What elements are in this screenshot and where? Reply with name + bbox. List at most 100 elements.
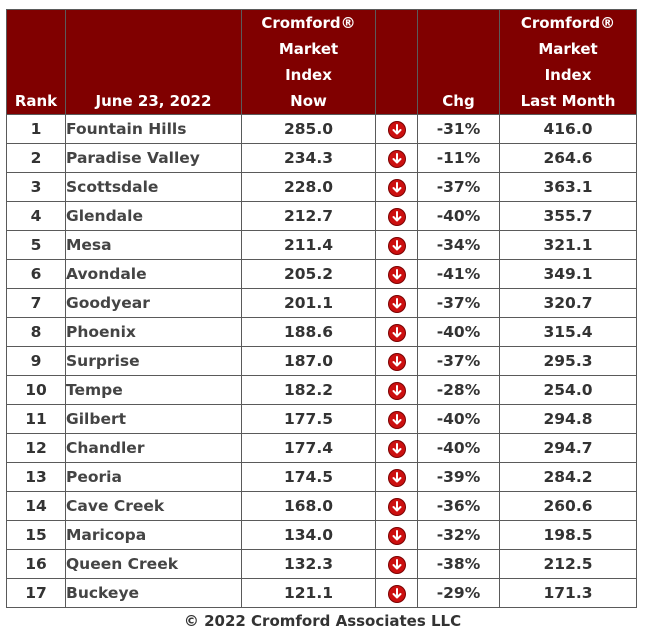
header-arrow [375, 9, 418, 115]
table-body: 1 Fountain Hills 285.0 -31% 416.0 2 Paradise V… [6, 114, 637, 608]
arrow-cell [375, 578, 418, 608]
down-arrow-icon [388, 411, 405, 428]
arrow-cell [375, 317, 418, 347]
rank-cell: 15 [6, 520, 66, 550]
index-last-month-cell: 416.0 [499, 114, 637, 144]
city-cell: Buckeye [65, 578, 242, 608]
down-arrow-icon [388, 382, 405, 399]
index-now-cell: 205.2 [241, 259, 376, 289]
change-cell: -28% [417, 375, 500, 405]
city-cell: Chandler [65, 433, 242, 463]
arrow-cell [375, 114, 418, 144]
change-cell: -40% [417, 433, 500, 463]
down-arrow-icon [388, 440, 405, 457]
arrow-cell [375, 404, 418, 434]
down-arrow-icon [388, 585, 405, 602]
city-cell: Cave Creek [65, 491, 242, 521]
change-cell: -31% [417, 114, 500, 144]
down-arrow-icon [388, 527, 405, 544]
change-cell: -40% [417, 404, 500, 434]
change-cell: -11% [417, 143, 500, 173]
change-cell: -40% [417, 201, 500, 231]
rank-cell: 4 [6, 201, 66, 231]
index-now-cell: 168.0 [241, 491, 376, 521]
change-cell: -39% [417, 462, 500, 492]
down-arrow-icon [388, 324, 405, 341]
index-last-month-cell: 349.1 [499, 259, 637, 289]
copyright-footer: © 2022 Cromford Associates LLC [183, 612, 462, 630]
city-cell: Peoria [65, 462, 242, 492]
rank-cell: 1 [6, 114, 66, 144]
table-row: 11 Gilbert 177.5 -40% 294.8 [6, 404, 637, 434]
index-last-month-cell: 260.6 [499, 491, 637, 521]
down-arrow-icon [388, 498, 405, 515]
index-last-month-cell: 294.8 [499, 404, 637, 434]
index-now-cell: 188.6 [241, 317, 376, 347]
table-row: 9 Surprise 187.0 -37% 295.3 [6, 346, 637, 376]
index-last-month-cell: 254.0 [499, 375, 637, 405]
rank-cell: 13 [6, 462, 66, 492]
city-cell: Gilbert [65, 404, 242, 434]
down-arrow-icon [388, 237, 405, 254]
index-now-cell: 182.2 [241, 375, 376, 405]
rank-cell: 9 [6, 346, 66, 376]
index-now-cell: 177.5 [241, 404, 376, 434]
rank-cell: 7 [6, 288, 66, 318]
down-arrow-icon [388, 179, 405, 196]
rank-cell: 2 [6, 143, 66, 173]
index-last-month-cell: 321.1 [499, 230, 637, 260]
index-last-month-cell: 363.1 [499, 172, 637, 202]
city-cell: Queen Creek [65, 549, 242, 579]
arrow-cell [375, 143, 418, 173]
index-now-cell: 212.7 [241, 201, 376, 231]
index-now-cell: 228.0 [241, 172, 376, 202]
rank-cell: 5 [6, 230, 66, 260]
table-row: 10 Tempe 182.2 -28% 254.0 [6, 375, 637, 405]
change-cell: -32% [417, 520, 500, 550]
arrow-cell [375, 491, 418, 521]
index-now-cell: 234.3 [241, 143, 376, 173]
city-cell: Mesa [65, 230, 242, 260]
city-cell: Surprise [65, 346, 242, 376]
index-now-cell: 285.0 [241, 114, 376, 144]
index-now-cell: 201.1 [241, 288, 376, 318]
city-cell: Fountain Hills [65, 114, 242, 144]
rank-cell: 12 [6, 433, 66, 463]
down-arrow-icon [388, 208, 405, 225]
table-row: 6 Avondale 205.2 -41% 349.1 [6, 259, 637, 289]
index-last-month-cell: 284.2 [499, 462, 637, 492]
rank-cell: 3 [6, 172, 66, 202]
table-row: 16 Queen Creek 132.3 -38% 212.5 [6, 549, 637, 579]
change-cell: -37% [417, 346, 500, 376]
down-arrow-icon [388, 353, 405, 370]
table-row: 1 Fountain Hills 285.0 -31% 416.0 [6, 114, 637, 144]
rank-cell: 16 [6, 549, 66, 579]
change-cell: -38% [417, 549, 500, 579]
table-row: 14 Cave Creek 168.0 -36% 260.6 [6, 491, 637, 521]
change-cell: -29% [417, 578, 500, 608]
table-row: 3 Scottsdale 228.0 -37% 363.1 [6, 172, 637, 202]
city-cell: Paradise Valley [65, 143, 242, 173]
arrow-cell [375, 288, 418, 318]
index-now-cell: 121.1 [241, 578, 376, 608]
down-arrow-icon [388, 295, 405, 312]
index-last-month-cell: 320.7 [499, 288, 637, 318]
arrow-cell [375, 549, 418, 579]
table-row: 15 Maricopa 134.0 -32% 198.5 [6, 520, 637, 550]
index-now-cell: 177.4 [241, 433, 376, 463]
city-cell: Avondale [65, 259, 242, 289]
city-cell: Scottsdale [65, 172, 242, 202]
index-last-month-cell: 171.3 [499, 578, 637, 608]
change-cell: -41% [417, 259, 500, 289]
index-now-cell: 211.4 [241, 230, 376, 260]
table-row: 7 Goodyear 201.1 -37% 320.7 [6, 288, 637, 318]
change-cell: -36% [417, 491, 500, 521]
arrow-cell [375, 433, 418, 463]
down-arrow-icon [388, 556, 405, 573]
arrow-cell [375, 462, 418, 492]
index-now-cell: 132.3 [241, 549, 376, 579]
rank-cell: 14 [6, 491, 66, 521]
index-now-cell: 134.0 [241, 520, 376, 550]
table-row: 4 Glendale 212.7 -40% 355.7 [6, 201, 637, 231]
rank-cell: 6 [6, 259, 66, 289]
